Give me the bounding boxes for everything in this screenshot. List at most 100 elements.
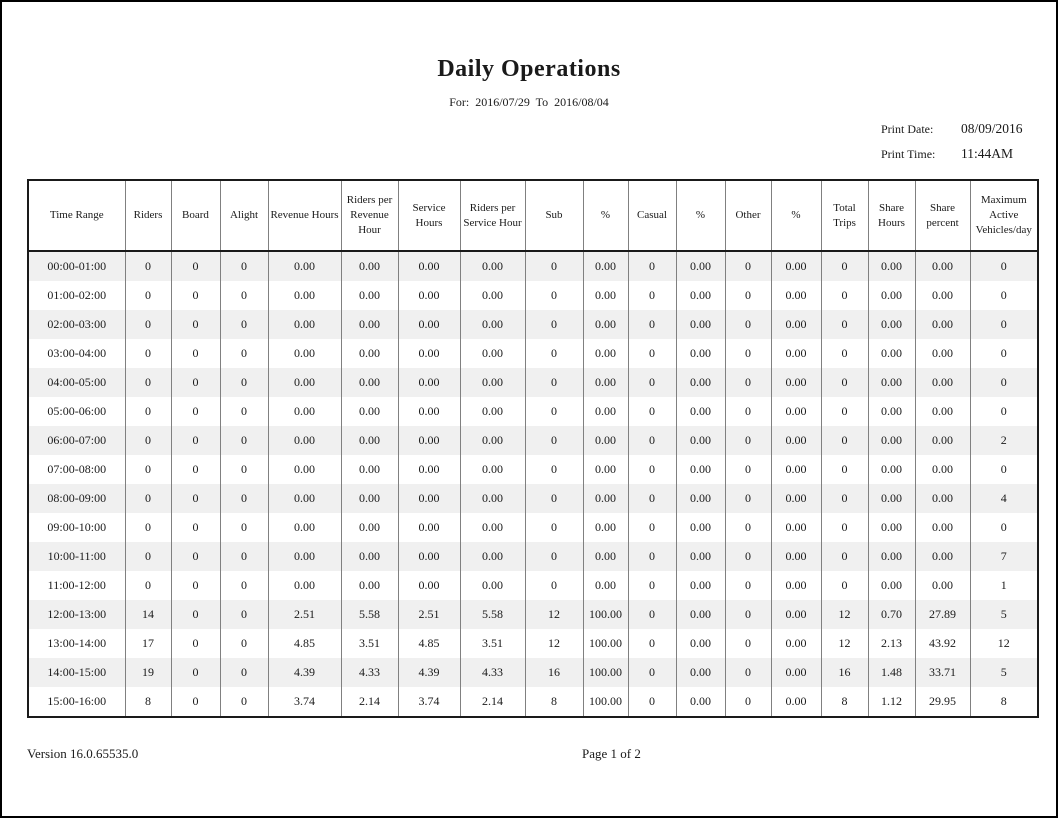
value-cell: 0.00	[914, 513, 971, 542]
value-cell: 0.00	[459, 542, 526, 571]
value-cell: 0	[627, 542, 677, 571]
value-cell: 0.00	[582, 484, 629, 513]
print-date-label: Print Date:	[881, 122, 934, 136]
operations-table: Time Range Riders Board Alight Revenue Hours…	[27, 179, 1039, 718]
value-cell: 0	[820, 571, 869, 600]
value-cell: 0.00	[914, 455, 971, 484]
value-cell: 0.00	[770, 687, 822, 717]
value-cell: 2.14	[459, 687, 526, 717]
value-cell: 0.00	[770, 426, 822, 455]
value-cell: 0	[124, 368, 172, 397]
value-cell: 0	[627, 251, 677, 281]
value-cell: 29.95	[914, 687, 971, 717]
table-header-row: Time Range Riders Board Alight Revenue Hours…	[27, 180, 1039, 251]
value-cell: 0	[820, 397, 869, 426]
value-cell: 0	[969, 339, 1039, 368]
value-cell: 0	[124, 542, 172, 571]
value-cell: 0	[627, 455, 677, 484]
column-header: Other	[724, 180, 772, 251]
value-cell: 5.58	[340, 600, 399, 629]
table-row: 09:00-10:00 0 0 0 0.00 0.00 0.00 0.00 0 0.00 0 0.00…	[27, 513, 1039, 542]
value-cell: 0	[627, 397, 677, 426]
value-cell: 0	[820, 368, 869, 397]
value-cell: 0.00	[582, 397, 629, 426]
table-row: 00:00-01:00 0 0 0 0.00 0.00 0.00 0.00 0 0.00 0 0.00…	[27, 251, 1039, 281]
value-cell: 0.00	[675, 339, 726, 368]
value-cell: 0.00	[397, 571, 461, 600]
value-cell: 0.00	[770, 658, 822, 687]
value-cell: 0.00	[267, 542, 342, 571]
column-header: %	[675, 180, 726, 251]
value-cell: 0.00	[675, 600, 726, 629]
value-cell: 0.00	[770, 484, 822, 513]
value-cell: 0.00	[340, 426, 399, 455]
value-cell: 0.00	[770, 600, 822, 629]
column-header: Riders per Revenue Hour	[340, 180, 399, 251]
value-cell: 0	[524, 513, 584, 542]
value-cell: 0	[969, 310, 1039, 339]
value-cell: 0	[124, 513, 172, 542]
value-cell: 0.00	[459, 513, 526, 542]
column-header: Casual	[627, 180, 677, 251]
value-cell: 0.00	[397, 513, 461, 542]
value-cell: 0	[724, 687, 772, 717]
column-header: Service Hours	[397, 180, 461, 251]
value-cell: 0.00	[770, 310, 822, 339]
time-range-cell: 03:00-04:00	[27, 339, 126, 368]
value-cell: 0.00	[267, 310, 342, 339]
value-cell: 0	[820, 426, 869, 455]
value-cell: 0.00	[267, 484, 342, 513]
value-cell: 3.51	[340, 629, 399, 658]
column-header: Alight	[219, 180, 269, 251]
value-cell: 0.00	[770, 251, 822, 281]
value-cell: 0	[124, 251, 172, 281]
column-header: Total Trips	[820, 180, 869, 251]
value-cell: 0	[724, 426, 772, 455]
value-cell: 0	[124, 571, 172, 600]
value-cell: 4.39	[397, 658, 461, 687]
column-header: Riders per Service Hour	[459, 180, 526, 251]
value-cell: 0.00	[675, 687, 726, 717]
value-cell: 5	[969, 600, 1039, 629]
value-cell: 0.00	[397, 368, 461, 397]
print-date-value: 08/09/2016	[961, 121, 1023, 136]
value-cell: 0.00	[459, 339, 526, 368]
value-cell: 0.00	[867, 281, 916, 310]
value-cell: 2.14	[340, 687, 399, 717]
value-cell: 2.13	[867, 629, 916, 658]
value-cell: 12	[820, 629, 869, 658]
value-cell: 0.00	[770, 368, 822, 397]
value-cell: 0	[627, 571, 677, 600]
table-row: 12:00-13:00 14 0 0 2.51 5.58 2.51 5.58 12 100.00 0…	[27, 600, 1039, 629]
value-cell: 0.00	[867, 571, 916, 600]
value-cell: 0.00	[267, 281, 342, 310]
value-cell: 3.74	[397, 687, 461, 717]
value-cell: 0.00	[867, 251, 916, 281]
value-cell: 0.00	[459, 571, 526, 600]
value-cell: 14	[124, 600, 172, 629]
value-cell: 0.00	[582, 455, 629, 484]
column-header: Share Hours	[867, 180, 916, 251]
value-cell: 0.00	[914, 426, 971, 455]
value-cell: 0.00	[340, 339, 399, 368]
value-cell: 0.00	[770, 281, 822, 310]
value-cell: 16	[524, 658, 584, 687]
value-cell: 0.00	[582, 368, 629, 397]
value-cell: 16	[820, 658, 869, 687]
report-date-range: For: 2016/07/29 To 2016/08/04	[449, 95, 609, 109]
time-range-cell: 09:00-10:00	[27, 513, 126, 542]
value-cell: 0.00	[867, 513, 916, 542]
value-cell: 0.00	[267, 339, 342, 368]
value-cell: 0.00	[914, 397, 971, 426]
value-cell: 0	[627, 339, 677, 368]
value-cell: 0.00	[675, 368, 726, 397]
page-title: Daily Operations	[437, 56, 621, 82]
value-cell: 0.00	[340, 542, 399, 571]
value-cell: 0.00	[582, 339, 629, 368]
value-cell: 0	[724, 397, 772, 426]
column-header: Share percent	[914, 180, 971, 251]
value-cell: 0	[170, 368, 221, 397]
value-cell: 0	[219, 484, 269, 513]
value-cell: 0	[170, 426, 221, 455]
